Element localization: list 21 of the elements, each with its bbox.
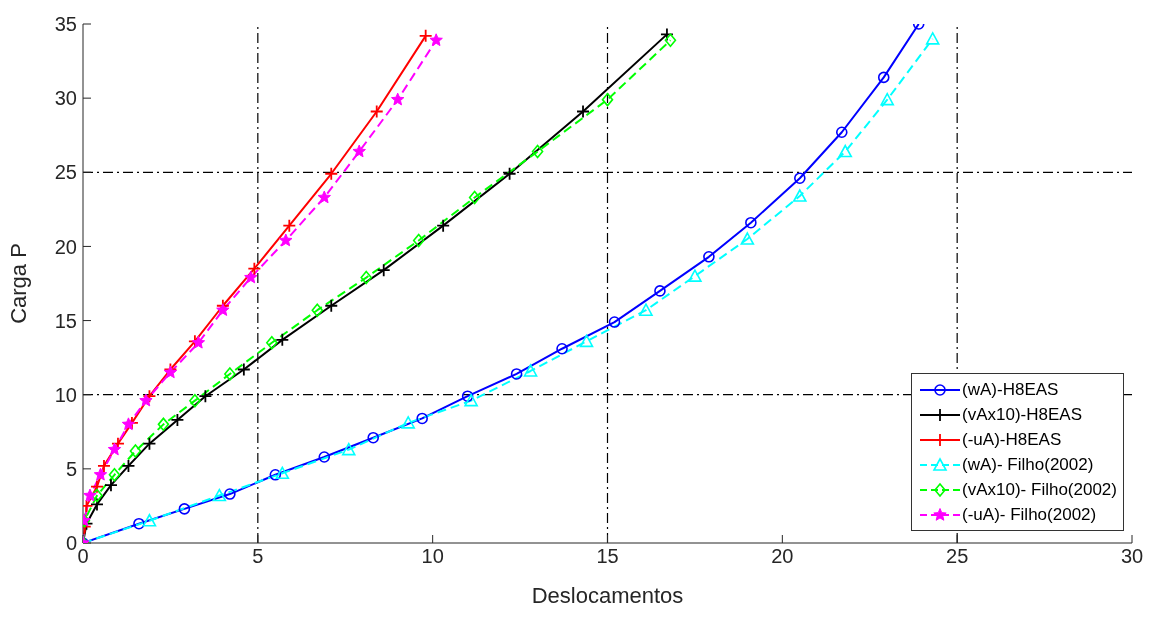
x-tick-label: 25 bbox=[946, 545, 969, 568]
x-tick-label: 20 bbox=[771, 545, 794, 568]
y-tick-label: 15 bbox=[54, 309, 77, 332]
legend-label: (wA)- Filho(2002) bbox=[962, 454, 1094, 475]
legend-label: (vAx10)-H8EAS bbox=[962, 404, 1083, 425]
x-tick-label: 15 bbox=[596, 545, 619, 568]
y-tick-label: 35 bbox=[54, 13, 77, 36]
y-tick-label: 10 bbox=[54, 383, 77, 406]
legend-label: (wA)-H8EAS bbox=[962, 379, 1059, 400]
y-tick-label: 20 bbox=[54, 235, 77, 258]
legend-label: (-uA)- Filho(2002) bbox=[962, 504, 1097, 525]
y-tick-label: 25 bbox=[54, 161, 77, 184]
legend-label: (vAx10)- Filho(2002) bbox=[962, 479, 1117, 500]
x-tick-label: 30 bbox=[1120, 545, 1144, 568]
x-axis-title: Deslocamentos bbox=[531, 583, 684, 608]
y-axis-title: Carga P bbox=[5, 243, 31, 324]
x-tick-label: 5 bbox=[252, 545, 264, 568]
legend-label: (-uA)-H8EAS bbox=[962, 429, 1062, 450]
x-tick-label: 10 bbox=[421, 545, 444, 568]
y-tick-label: 30 bbox=[54, 87, 77, 110]
y-tick-label: 5 bbox=[65, 457, 77, 480]
